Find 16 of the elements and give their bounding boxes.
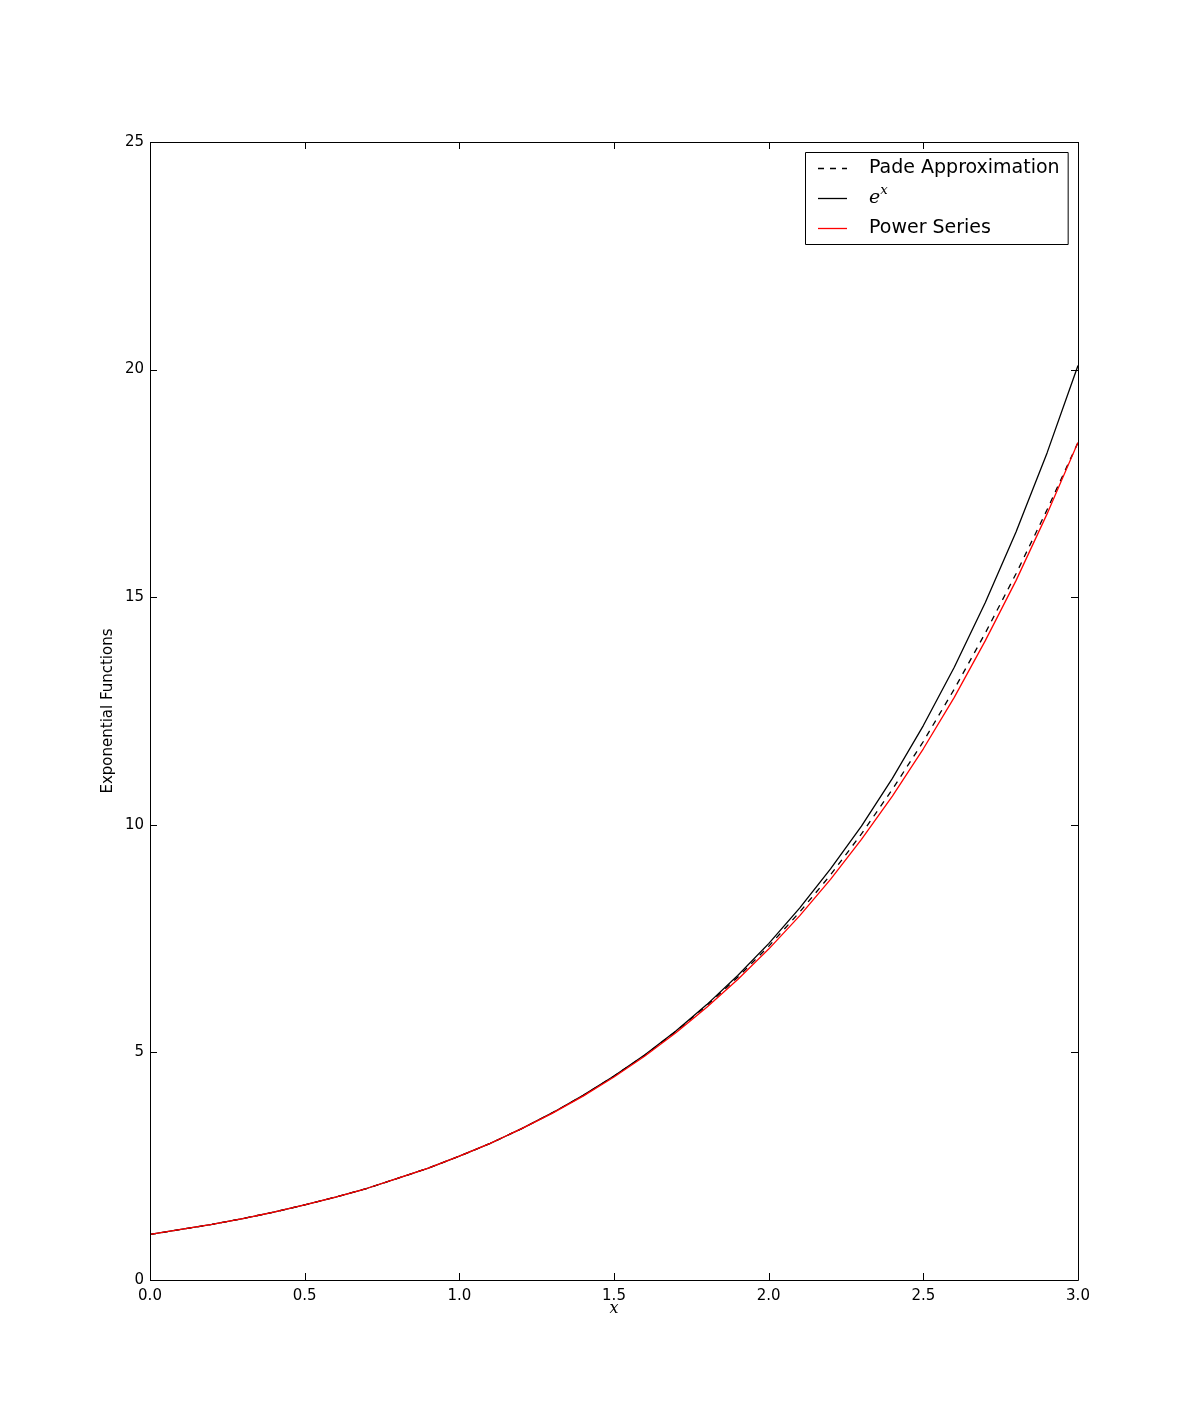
legend-label: Pade Approximation bbox=[869, 154, 1060, 177]
x-tick-label: 1.0 bbox=[447, 1285, 472, 1304]
x-tick-label: 2.0 bbox=[756, 1285, 781, 1304]
y-tick-label: 10 bbox=[124, 814, 144, 833]
x-tick-label: 1.5 bbox=[602, 1285, 626, 1304]
legend-label: Power Series bbox=[869, 214, 991, 237]
y-tick-label: 5 bbox=[134, 1042, 144, 1061]
y-tick-label: 25 bbox=[124, 131, 144, 150]
y-tick-label: 15 bbox=[124, 587, 144, 606]
x-tick-label: 2.5 bbox=[911, 1285, 936, 1304]
x-tick-label: 0.0 bbox=[138, 1285, 162, 1304]
x-tick-label: 3.0 bbox=[1066, 1285, 1090, 1304]
x-tick-label: 0.5 bbox=[292, 1285, 317, 1304]
y-tick-label: 0 bbox=[134, 1269, 144, 1288]
y-tick-label: 20 bbox=[124, 359, 144, 378]
y-axis-title: Exponential Functions bbox=[97, 628, 116, 794]
